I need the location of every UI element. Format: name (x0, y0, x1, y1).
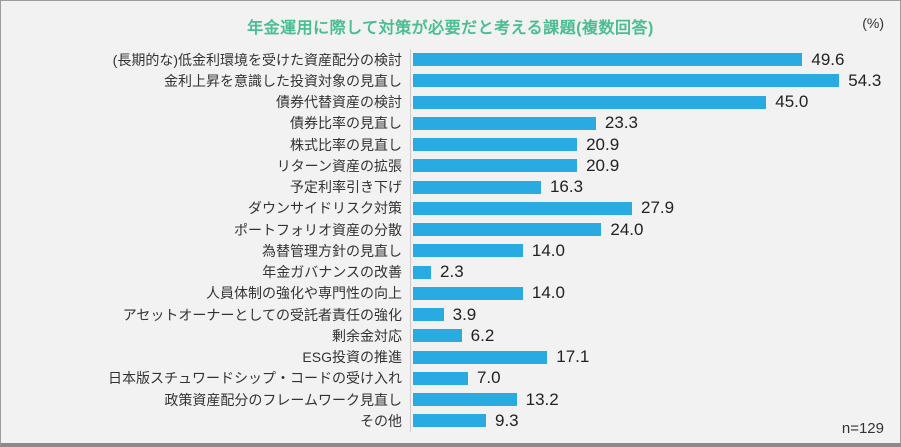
category-label: ポートフォリオ資産の分散 (234, 221, 402, 238)
bar-cell: 24.0 (410, 219, 900, 241)
bar-cell: 3.9 (410, 304, 900, 326)
category-label: 年金ガバナンスの改善 (262, 264, 402, 281)
chart-row: 年金ガバナンスの改善 2.3 (1, 261, 900, 283)
chart-row: 予定利率引き下げ 16.3 (1, 176, 900, 198)
chart-row: 債券比率の見直し 23.3 (1, 112, 900, 134)
category-label: 株式比率の見直し (290, 136, 402, 153)
bar-cell: 20.9 (410, 155, 900, 177)
chart-row: アセットオーナーとしての受託者責任の強化 3.9 (1, 304, 900, 326)
chart-row: その他 9.3 (1, 410, 900, 432)
bar (413, 371, 468, 385)
bar-cell: 54.3 (410, 70, 900, 92)
bar-value-label: 45.0 (775, 92, 809, 112)
bar-cell: 14.0 (410, 240, 900, 262)
bar-value-label: 14.0 (531, 240, 565, 260)
bar-cell: 17.1 (410, 346, 900, 368)
chart-row: 剰余金対応 6.2 (1, 325, 900, 347)
bar-value-label: 49.6 (811, 49, 845, 69)
category-label: 債券代替資産の検討 (276, 94, 402, 111)
sample-size-note: n=129 (841, 420, 884, 437)
bar (413, 265, 432, 279)
bar-cell: 13.2 (410, 389, 900, 411)
chart-row: 金利上昇を意識した投資対象の見直し 54.3 (1, 70, 900, 92)
bar (413, 244, 523, 258)
bar-value-label: 6.2 (470, 325, 495, 345)
bar-value-label: 13.2 (525, 389, 559, 409)
bar-cell: 20.9 (410, 134, 900, 156)
category-label: 為替管理方針の見直し (262, 242, 402, 259)
bar-cell: 9.3 (410, 410, 900, 432)
bar (413, 159, 578, 173)
bar (413, 414, 486, 428)
category-label: 予定利率引き下げ (290, 179, 402, 196)
bar-value-label: 17.1 (556, 347, 590, 367)
bar (413, 95, 767, 109)
bar-value-label: 20.9 (586, 134, 620, 154)
bar-value-label: 3.9 (452, 304, 477, 324)
chart-row: ダウンサイドリスク対策 27.9 (1, 197, 900, 219)
category-label: 日本版スチュワードシップ・コードの受け入れ (108, 370, 402, 387)
bar-cell: 2.3 (410, 261, 900, 283)
bar-value-label: 16.3 (549, 177, 584, 197)
category-label: ダウンサイドリスク対策 (248, 200, 402, 217)
category-label: アセットオーナーとしての受託者責任の強化 (122, 306, 402, 323)
bar-cell: 49.6 (410, 49, 900, 71)
bar-value-label: 54.3 (848, 70, 882, 90)
bar-value-label: 23.3 (604, 113, 638, 133)
category-label: 金利上昇を意識した投資対象の見直し (164, 72, 402, 89)
bar (413, 393, 517, 407)
category-label: リターン資産の拡張 (276, 157, 402, 174)
bar (413, 180, 541, 194)
bar (413, 201, 632, 215)
bar-cell: 7.0 (410, 367, 900, 389)
chart-title: 年金運用に際して対策が必要だと考える課題(複数回答) (247, 20, 654, 37)
chart-row: ESG投資の推進 17.1 (1, 346, 900, 368)
bar-cell: 6.2 (410, 325, 900, 347)
chart-row: ポートフォリオ資産の分散 24.0 (1, 219, 900, 241)
category-label: (長期的な)低金利環境を受けた資産配分の検討 (112, 51, 402, 68)
bar-value-label: 7.0 (476, 368, 501, 388)
chart-row: 株式比率の見直し 20.9 (1, 134, 900, 156)
bar-value-label: 20.9 (586, 155, 620, 175)
chart-row: リターン資産の拡張 20.9 (1, 155, 900, 177)
bar-cell: 27.9 (410, 197, 900, 219)
chart-row: 日本版スチュワードシップ・コードの受け入れ 7.0 (1, 367, 900, 389)
bar-value-label: 27.9 (641, 198, 675, 218)
bar (413, 223, 602, 237)
bar-cell: 45.0 (410, 91, 900, 113)
unit-label: (%) (862, 15, 884, 31)
category-label: 剰余金対応 (332, 327, 402, 344)
chart-row: (長期的な)低金利環境を受けた資産配分の検討 49.6 (1, 49, 900, 71)
category-label: 人員体制の強化や専門性の向上 (206, 285, 402, 302)
category-label: ESG投資の推進 (302, 349, 402, 366)
bar-cell: 16.3 (410, 176, 900, 198)
bar-value-label: 9.3 (495, 410, 519, 430)
bar-cell: 14.0 (410, 282, 900, 304)
category-label: 政策資産配分のフレームワーク見直し (164, 391, 402, 408)
bar (413, 350, 548, 364)
bar-value-label: 24.0 (610, 219, 644, 239)
bar (413, 286, 523, 300)
chart-row: 為替管理方針の見直し 14.0 (1, 240, 900, 262)
bar (413, 116, 596, 130)
bar-rows: (長期的な)低金利環境を受けた資産配分の検討 49.6 金利上昇を意識した投資対… (1, 49, 900, 432)
chart-row: 人員体制の強化や専門性の向上 14.0 (1, 282, 900, 304)
bar (413, 138, 578, 152)
bar-value-label: 2.3 (440, 262, 464, 282)
category-label: 債券比率の見直し (290, 115, 402, 132)
bar-value-label: 14.0 (531, 283, 565, 303)
bar (413, 308, 444, 322)
chart-row: 債券代替資産の検討 45.0 (1, 91, 900, 113)
bar (413, 329, 462, 343)
bar (413, 53, 803, 67)
bar-cell: 23.3 (410, 112, 900, 134)
chart-row: 政策資産配分のフレームワーク見直し 13.2 (1, 389, 900, 411)
category-label: その他 (360, 412, 402, 429)
bar (413, 74, 840, 88)
